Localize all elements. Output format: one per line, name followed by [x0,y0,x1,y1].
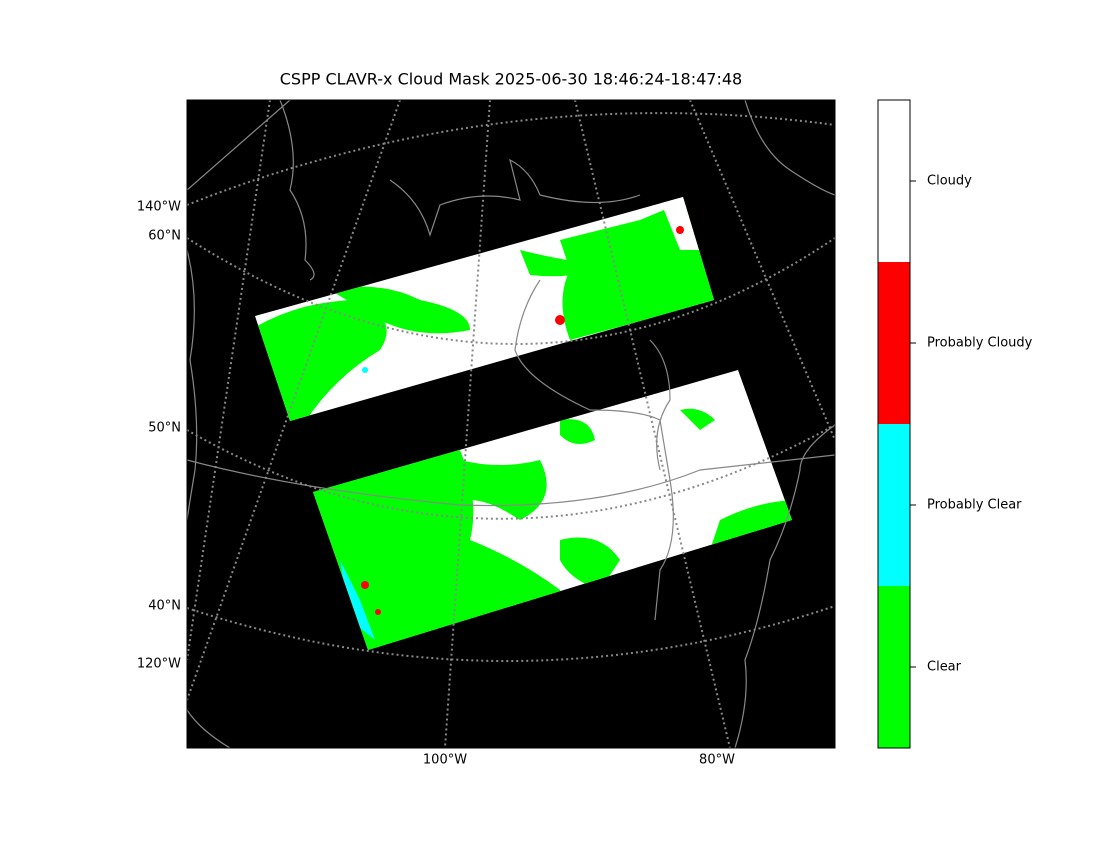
colorbar: Clear Probably Clear Probably Cloudy Cloudy [877,99,1033,749]
colorbar-segment [878,100,910,262]
lon-label: 120°W [137,657,181,672]
lon-label: 100°W [423,753,467,768]
graticule [187,100,835,748]
coastlines [187,100,835,748]
colorbar-frame [877,99,911,749]
map [186,99,836,749]
colorbar-segment [878,424,910,586]
colorbar-segment [878,262,910,424]
title: CSPP CLAVR-x Cloud Mask 2025-06-30 18:46… [280,70,742,89]
colorbar-segment [878,586,910,748]
colorbar-label: Clear [927,660,962,675]
colorbar-label: Probably Clear [927,498,1022,513]
lon-label: 140°W [137,200,181,215]
colorbar-label: Cloudy [927,174,972,189]
map-frame [186,99,836,749]
colorbar-label: Probably Cloudy [927,336,1033,351]
lon-label: 80°W [699,753,735,768]
lat-label: 60°N [148,229,181,244]
lat-label: 40°N [148,599,181,614]
lat-label: 50°N [148,421,181,436]
swath-2 [313,370,792,650]
